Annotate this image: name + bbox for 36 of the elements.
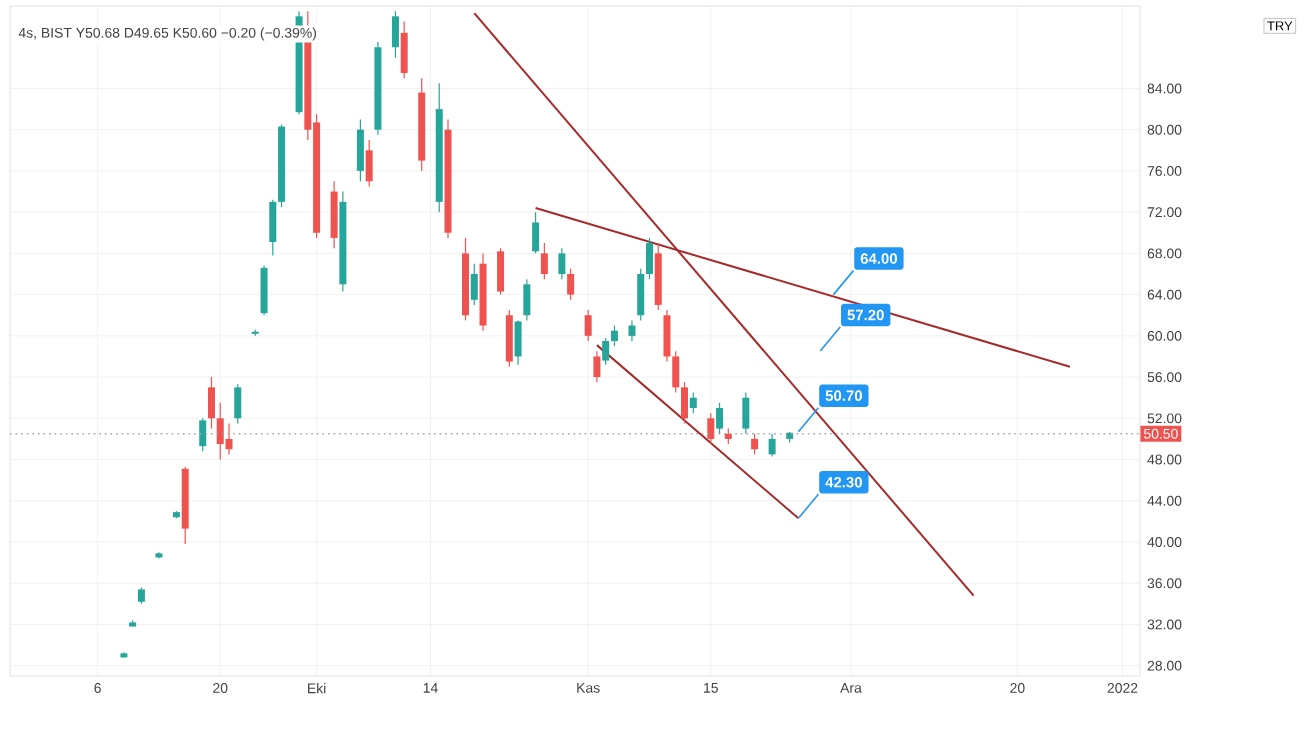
candlestick [497,247,505,296]
candlestick [199,417,207,452]
candlestick [225,422,233,455]
candlestick [540,242,548,280]
candlestick [681,381,689,425]
candlestick [663,309,671,363]
candlestick [716,402,724,435]
candlestick [505,309,513,368]
candlestick [707,412,715,445]
candlestick [365,139,373,187]
candlestick [628,319,636,342]
candlestick [645,237,653,280]
candlestick [470,263,478,306]
candlestick [514,319,522,366]
candlestick [234,383,242,425]
candlestick [742,391,750,435]
candlestick [330,180,338,249]
candlestick [637,268,645,321]
candlestick [584,309,592,342]
candlestick [269,199,277,257]
candlestick [356,118,364,182]
candlestick [672,350,680,394]
candlestick [532,211,540,254]
candlestick [207,376,215,430]
candlestick [391,10,399,59]
candlestick [567,268,575,301]
candlestick [610,324,618,347]
candlestick [689,391,697,414]
candlestick [558,247,566,280]
candlestick [593,350,601,383]
candlestick [400,20,408,79]
candlestick [523,278,531,321]
candlestick [768,433,776,458]
candlestick [751,433,759,455]
candlestick [602,337,610,366]
candlestick [260,265,268,316]
